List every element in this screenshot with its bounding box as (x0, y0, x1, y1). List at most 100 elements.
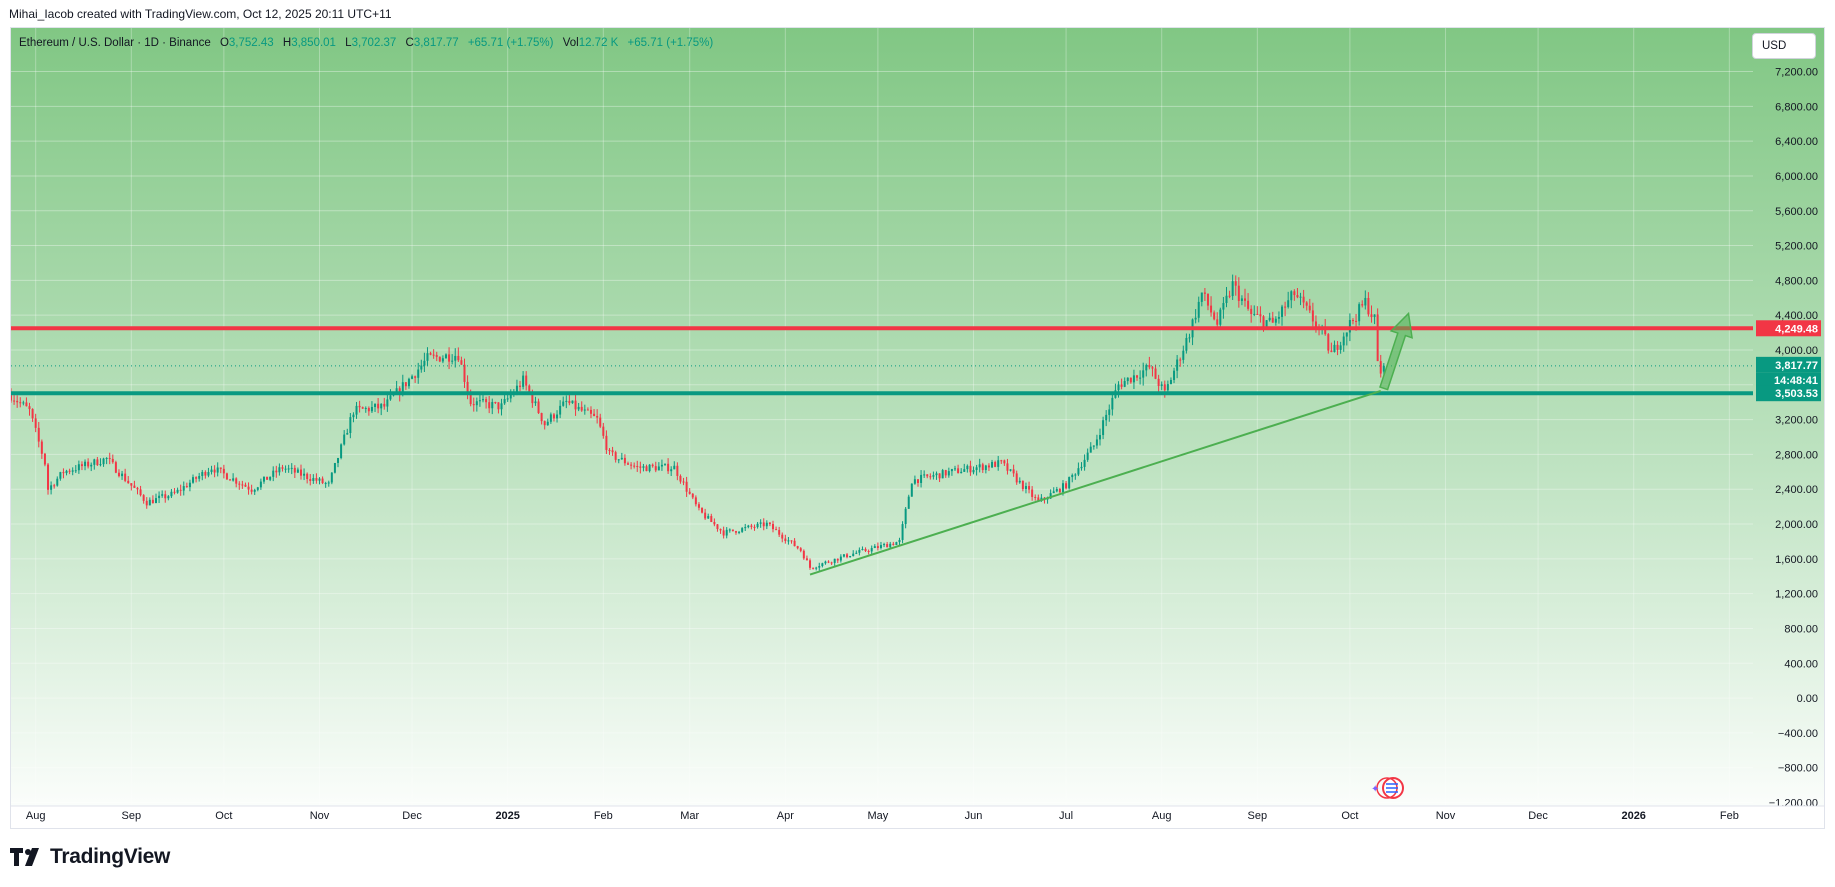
candle (136, 486, 139, 495)
candle (969, 460, 972, 476)
candle (454, 348, 457, 368)
candle (608, 448, 611, 455)
candle (1234, 275, 1237, 296)
time-tick-label: Sep (122, 810, 142, 822)
candle (229, 478, 232, 481)
candle (1012, 464, 1015, 477)
currency-button[interactable]: USD (1752, 33, 1816, 59)
candle (343, 430, 346, 446)
candle (676, 462, 679, 481)
candle (1379, 354, 1382, 378)
candle (657, 462, 660, 471)
price-chart[interactable]: 7,200.00 6,800.00 6,400.00 6,000.00 5,600.00… (11, 28, 1825, 829)
candle (22, 400, 25, 406)
candle (1284, 301, 1287, 317)
candle (636, 460, 639, 472)
candle (1287, 291, 1290, 309)
candle (1021, 480, 1024, 492)
candle (701, 507, 704, 514)
candle (90, 462, 93, 472)
candle (213, 465, 216, 478)
candle (719, 528, 722, 534)
events-icon[interactable]: ✦ (1371, 777, 1404, 799)
candle (559, 400, 562, 419)
candle (259, 478, 262, 490)
candle (417, 362, 420, 384)
candle (543, 420, 546, 430)
candle (605, 430, 608, 455)
candle (1219, 307, 1222, 328)
candle (1000, 459, 1003, 464)
candle (697, 502, 700, 511)
symbol-name[interactable]: Ethereum / U.S. Dollar · 1D · Binance (19, 37, 211, 49)
candle (253, 488, 256, 495)
candle (1151, 366, 1154, 377)
candle (278, 463, 281, 476)
candle (28, 402, 31, 416)
candle (1228, 290, 1231, 299)
price-tick-label: −800.00 (1778, 763, 1818, 775)
candle (50, 481, 53, 495)
candle (256, 486, 259, 492)
candle (759, 519, 762, 528)
candle (713, 518, 716, 527)
time-axis: Aug Sep Oct Nov Dec 2025 Feb Mar Apr May Jun Jul Aug… (11, 805, 1824, 828)
candle (1259, 306, 1262, 323)
candle (583, 404, 586, 415)
candle (954, 465, 957, 471)
candle (839, 554, 842, 563)
candle (164, 490, 167, 503)
candle (370, 401, 373, 413)
price-tick-label: 800.00 (1784, 623, 1818, 635)
candle (1188, 333, 1191, 343)
candle (648, 464, 651, 473)
candle (108, 452, 111, 465)
candle (984, 464, 987, 474)
candle (121, 470, 124, 480)
candle (337, 457, 340, 468)
candle (1213, 310, 1216, 321)
price-tick-label: 2,000.00 (1775, 519, 1818, 531)
candle (482, 394, 485, 403)
price-tick-label: 3,200.00 (1775, 415, 1818, 427)
candle (1373, 314, 1376, 325)
trendline[interactable] (809, 389, 1382, 576)
candle (679, 474, 682, 484)
candle (562, 396, 565, 407)
candle (947, 467, 950, 478)
candle (589, 406, 592, 419)
tradingview-logo[interactable]: TradingView (10, 845, 170, 869)
candle (438, 356, 441, 363)
candle (466, 375, 469, 400)
candle (1250, 305, 1253, 323)
candle (1068, 476, 1071, 490)
candle (586, 407, 589, 411)
candle (1210, 296, 1213, 317)
candle (710, 513, 713, 523)
candle (411, 374, 414, 380)
candle (623, 454, 626, 466)
projection-arrow[interactable] (1379, 311, 1413, 391)
time-tick-label: 2026 (1621, 810, 1645, 822)
time-tick-label: Feb (1720, 810, 1739, 822)
candle (799, 547, 802, 553)
candle (68, 468, 71, 475)
candle (296, 467, 299, 474)
candle (349, 413, 352, 439)
chart-frame[interactable]: 7,200.00 6,800.00 6,400.00 6,000.00 5,600.00… (10, 27, 1825, 829)
candle (432, 349, 435, 359)
time-tick-label: Feb (594, 810, 613, 822)
candle (352, 412, 355, 423)
candle (1074, 473, 1077, 480)
candle (158, 491, 161, 504)
candle (43, 452, 46, 467)
candle (812, 567, 815, 570)
candle (238, 481, 241, 490)
candle (429, 351, 432, 356)
close-label: C (405, 37, 414, 49)
candle (1095, 434, 1098, 449)
price-axis: 7,200.00 6,800.00 6,400.00 6,000.00 5,600.00… (1756, 67, 1821, 810)
candle (549, 412, 552, 424)
candle (630, 462, 633, 470)
candle (1024, 482, 1027, 494)
